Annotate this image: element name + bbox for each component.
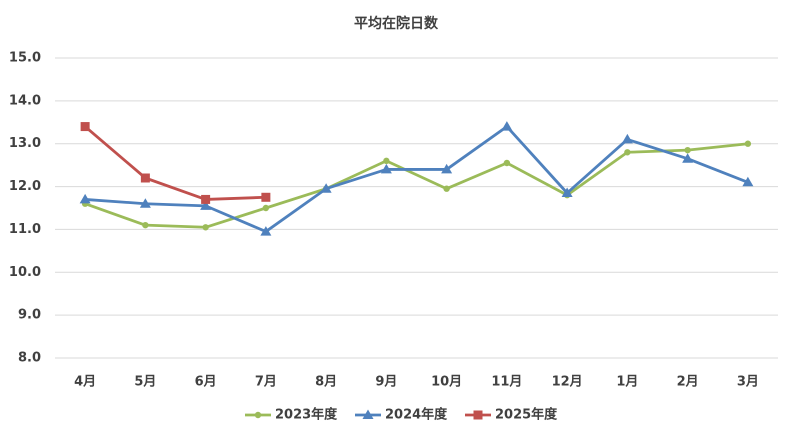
series-line — [84, 142, 749, 229]
x-tick-label: 6月 — [195, 375, 217, 390]
legend-label: 2025年度 — [495, 407, 558, 423]
legend-label: 2024年度 — [385, 407, 448, 423]
data-point — [501, 121, 513, 131]
data-point — [202, 224, 209, 231]
legend-label: 2023年度 — [275, 407, 338, 423]
x-tick-label: 7月 — [255, 375, 277, 390]
data-point — [744, 140, 752, 147]
data-point — [139, 198, 151, 208]
data-point — [742, 176, 754, 187]
x-tick-label: 3月 — [737, 375, 759, 390]
data-point — [503, 159, 511, 167]
data-point — [142, 221, 149, 229]
data-point — [262, 204, 270, 212]
x-tick-label: 2月 — [677, 375, 699, 390]
data-point — [260, 226, 272, 236]
y-tick-label: 13.0 — [9, 136, 41, 151]
series-line — [84, 125, 266, 201]
data-point — [621, 133, 633, 144]
x-tick-label: 8月 — [315, 375, 337, 390]
legend-marker — [362, 409, 374, 419]
data-point — [684, 146, 691, 154]
x-tick-label: 11月 — [491, 375, 522, 390]
y-tick-label: 12.0 — [9, 179, 41, 194]
data-point — [320, 183, 332, 193]
data-point — [682, 153, 694, 163]
x-tick-label: 12月 — [552, 375, 583, 390]
data-point — [380, 163, 392, 174]
y-tick-label: 11.0 — [9, 222, 41, 237]
chart-title: 平均在院日数 — [354, 15, 439, 32]
y-tick-label: 10.0 — [9, 265, 41, 280]
data-point — [140, 173, 150, 183]
data-point — [261, 192, 271, 202]
series-line — [85, 125, 749, 233]
data-point — [561, 187, 573, 197]
data-point — [201, 194, 211, 204]
x-tick-label: 10月 — [431, 375, 462, 390]
data-point — [443, 185, 450, 192]
y-tick-label: 14.0 — [9, 93, 41, 108]
y-tick-label: 15.0 — [9, 51, 41, 66]
legend-marker — [254, 411, 262, 419]
x-tick-label: 5月 — [134, 375, 156, 390]
data-point — [80, 122, 90, 132]
data-point — [200, 200, 212, 210]
data-point — [624, 149, 631, 156]
y-tick-label: 8.0 — [18, 351, 41, 366]
x-tick-label: 9月 — [375, 375, 397, 390]
data-point — [79, 193, 91, 204]
x-tick-label: 4月 — [74, 375, 96, 390]
legend-marker — [473, 410, 483, 420]
data-point — [383, 157, 390, 165]
data-point — [441, 163, 453, 174]
x-tick-label: 1月 — [616, 375, 638, 390]
y-tick-label: 9.0 — [18, 308, 41, 323]
